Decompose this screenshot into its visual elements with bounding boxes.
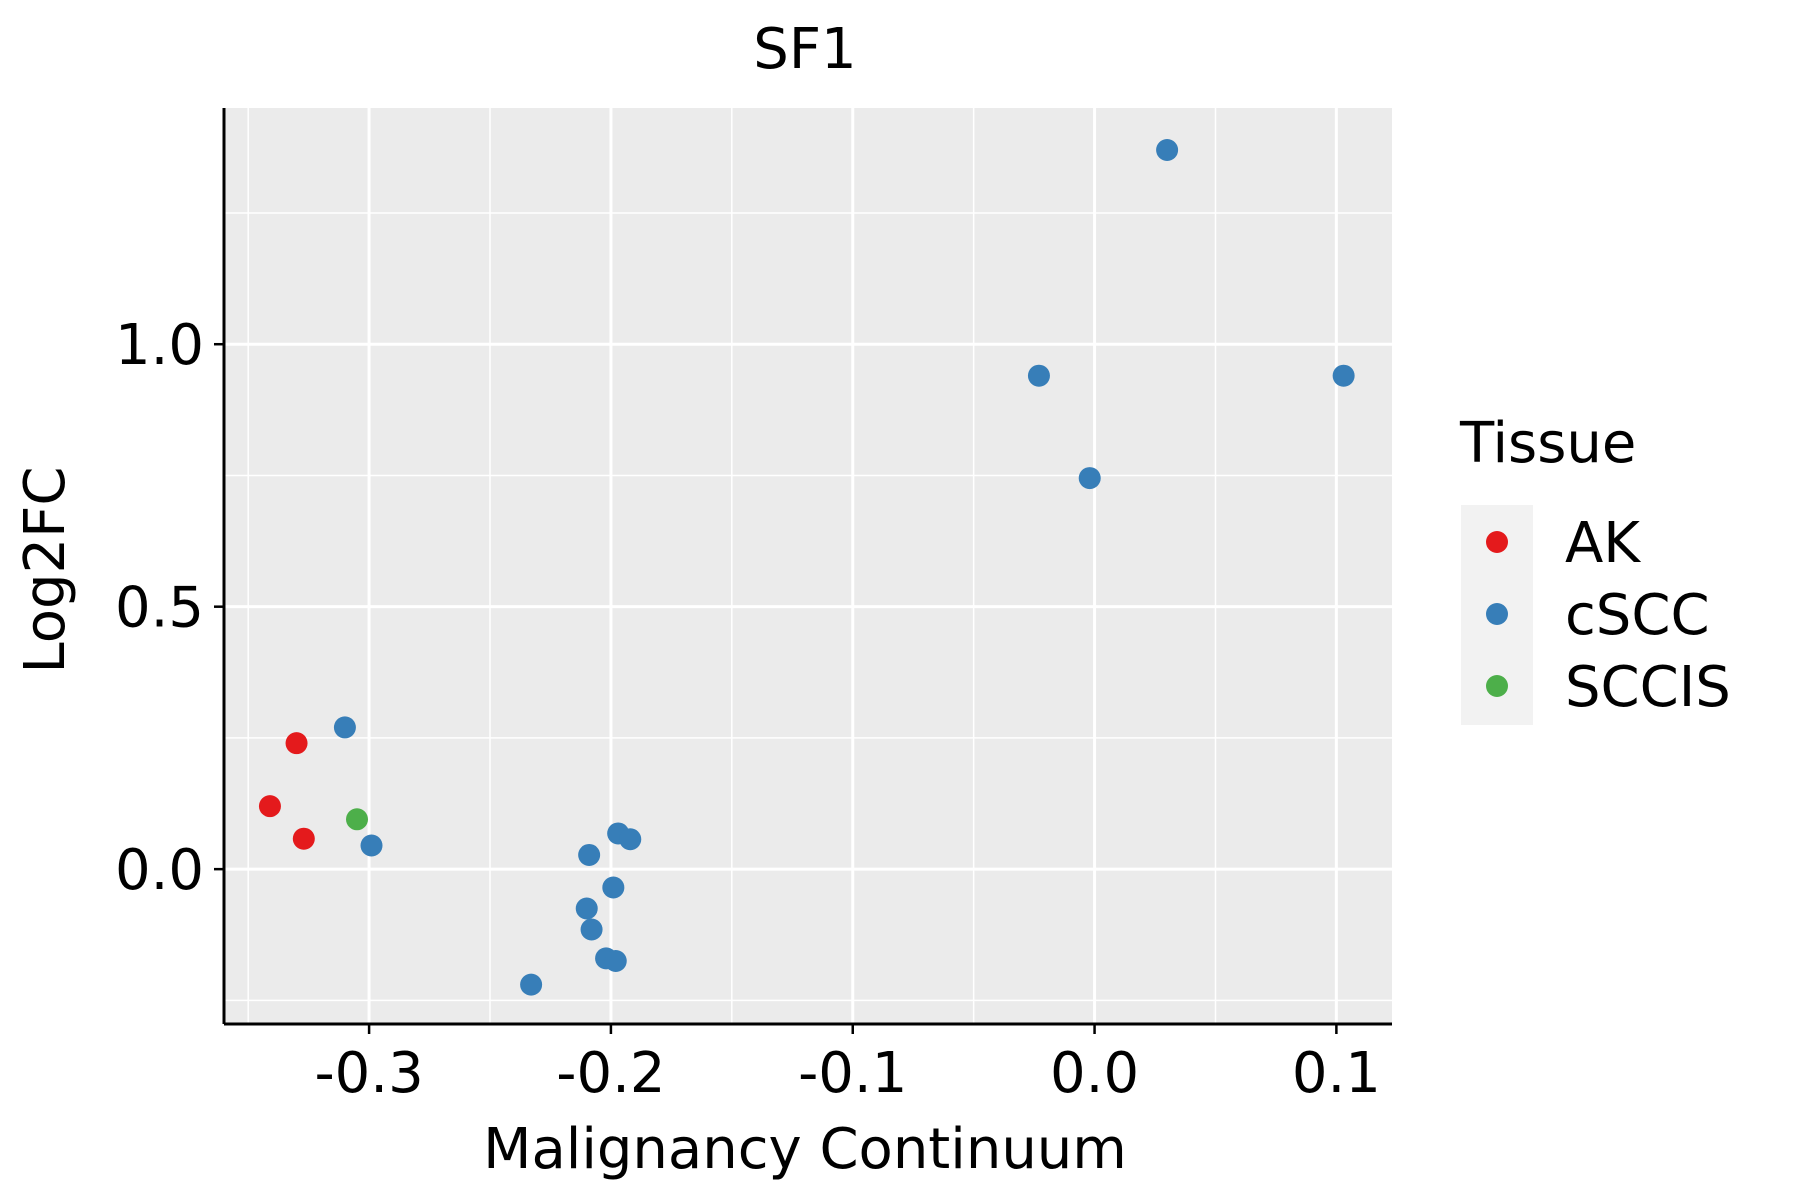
- y-axis-ticks: 0.0 0.5 1.0: [115, 313, 224, 903]
- minor-grid: [224, 108, 1392, 1024]
- x-axis-label: Malignancy Continuum: [483, 1117, 1127, 1182]
- data-point-cscc: [333, 716, 356, 739]
- data-point-cscc: [1078, 467, 1101, 490]
- data-point-cscc: [578, 843, 601, 866]
- data-point-ak: [258, 795, 281, 818]
- legend-label-cscc: cSCC: [1565, 583, 1710, 648]
- data-point-sccis: [346, 808, 369, 831]
- legend-key-ak: [1486, 531, 1508, 553]
- data-point-cscc: [520, 973, 543, 996]
- data-point-cscc: [1156, 138, 1179, 161]
- x-tick-label: 0.1: [1292, 1041, 1381, 1106]
- x-axis-ticks: -0.3 -0.2 -0.1 0.0 0.1: [314, 1024, 1381, 1106]
- legend-entries: AK cSCC SCCIS: [1486, 511, 1731, 720]
- legend-key-sccis: [1486, 675, 1508, 697]
- y-tick-label: 1.0: [115, 313, 204, 378]
- chart-title: SF1: [753, 17, 856, 82]
- data-point-cscc: [604, 950, 627, 973]
- legend-label-sccis: SCCIS: [1565, 655, 1731, 720]
- data-point-cscc: [1027, 364, 1050, 387]
- data-point-ak: [292, 827, 315, 850]
- legend-title: Tissue: [1459, 411, 1636, 476]
- x-tick-label: -0.2: [556, 1041, 665, 1106]
- data-point-cscc: [1332, 364, 1355, 387]
- x-tick-label: -0.1: [798, 1041, 907, 1106]
- data-point-cscc: [602, 876, 625, 899]
- legend-key-cscc: [1486, 603, 1508, 625]
- y-tick-label: 0.5: [115, 576, 204, 641]
- major-grid: [224, 108, 1392, 1024]
- data-point-ak: [285, 732, 308, 755]
- legend: Tissue AK cSCC SCCIS: [1459, 411, 1731, 725]
- data-point-cscc: [580, 918, 603, 941]
- data-point-cscc: [360, 834, 383, 857]
- legend-label-ak: AK: [1565, 511, 1641, 576]
- plot-panel: [224, 108, 1392, 1024]
- y-axis-label: Log2FC: [13, 467, 78, 674]
- data-point-cscc: [619, 828, 642, 851]
- x-tick-label: 0.0: [1050, 1041, 1139, 1106]
- data-point-cscc: [575, 897, 598, 920]
- y-tick-label: 0.0: [115, 838, 204, 903]
- x-tick-label: -0.3: [314, 1041, 423, 1106]
- data-points: [258, 138, 1355, 996]
